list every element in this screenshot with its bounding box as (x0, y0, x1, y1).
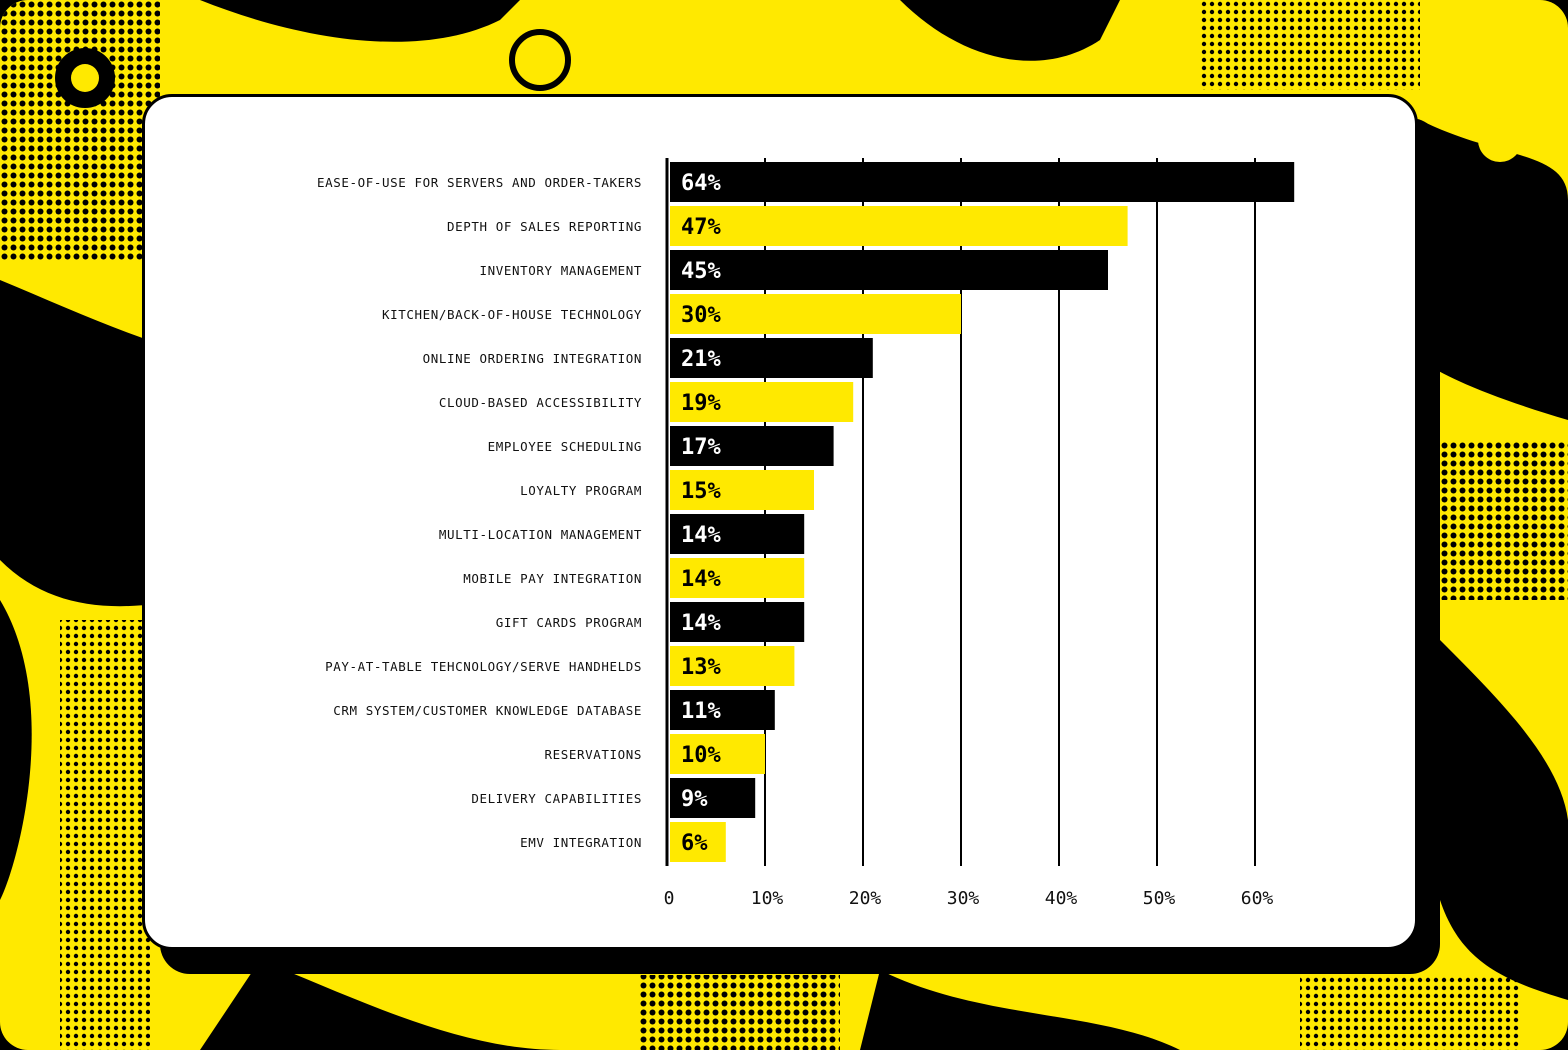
bar (670, 734, 765, 774)
bar (670, 646, 795, 686)
category-label: DEPTH OF SALES REPORTING (447, 219, 642, 234)
bar-value-label: 13% (681, 655, 721, 680)
x-tick-label: 0 (664, 888, 675, 909)
bar (670, 382, 854, 422)
bar (670, 294, 961, 334)
category-label: CLOUD-BASED ACCESSIBILITY (439, 395, 642, 410)
x-tick-label: 10% (751, 888, 784, 909)
category-label: PAY-AT-TABLE TEHCNOLOGY/SERVE HANDHELDS (325, 659, 642, 674)
category-label: INVENTORY MANAGEMENT (479, 263, 642, 278)
category-labels: EASE-OF-USE FOR SERVERS AND ORDER-TAKERS… (317, 175, 642, 850)
bar-value-label: 6% (681, 831, 708, 856)
bar-value-label: 14% (681, 611, 721, 636)
category-label: GIFT CARDS PROGRAM (496, 615, 642, 630)
bar (670, 162, 1295, 202)
bar (670, 690, 775, 730)
bar-value-label: 47% (681, 215, 721, 240)
category-label: MOBILE PAY INTEGRATION (463, 571, 642, 586)
x-axis-ticks: 0 10% 20% 30% 40% 50% 60% (664, 888, 1274, 909)
bars: 64% 47% 45% 30% 21% 19% 17% 15% 14% 14% 14% 13% 11% 1… (670, 162, 1295, 862)
bar (670, 602, 805, 642)
category-label: EASE-OF-USE FOR SERVERS AND ORDER-TAKERS (317, 175, 642, 190)
bar (670, 470, 814, 510)
bar-value-label: 11% (681, 699, 721, 724)
category-label: EMV INTEGRATION (520, 835, 642, 850)
category-label: ONLINE ORDERING INTEGRATION (423, 351, 642, 366)
bar-value-label: 45% (681, 259, 721, 284)
category-label: KITCHEN/BACK-OF-HOUSE TECHNOLOGY (382, 307, 642, 322)
bar-value-label: 17% (681, 435, 721, 460)
bar (670, 558, 805, 598)
bar-value-label: 30% (681, 303, 721, 328)
x-tick-label: 20% (849, 888, 882, 909)
x-tick-label: 60% (1241, 888, 1274, 909)
bar-value-label: 9% (681, 787, 708, 812)
bar (670, 778, 756, 818)
bar (670, 426, 834, 466)
category-label: RESERVATIONS (544, 747, 642, 762)
bar (670, 338, 873, 378)
bar (670, 250, 1108, 290)
x-tick-label: 30% (947, 888, 980, 909)
bar-value-label: 19% (681, 391, 721, 416)
bar (670, 514, 805, 554)
category-label: EMPLOYEE SCHEDULING (488, 439, 642, 454)
bar (670, 822, 726, 862)
bar (670, 206, 1128, 246)
bar-value-label: 10% (681, 743, 721, 768)
x-tick-label: 40% (1045, 888, 1078, 909)
bar-value-label: 14% (681, 567, 721, 592)
bar-value-label: 21% (681, 347, 721, 372)
bar-value-label: 15% (681, 479, 721, 504)
category-label: CRM SYSTEM/CUSTOMER KNOWLEDGE DATABASE (333, 703, 642, 718)
category-label: MULTI-LOCATION MANAGEMENT (439, 527, 642, 542)
category-label: LOYALTY PROGRAM (520, 483, 642, 498)
category-label: DELIVERY CAPABILITIES (471, 791, 642, 806)
x-tick-label: 50% (1143, 888, 1176, 909)
bar-value-label: 14% (681, 523, 721, 548)
bar-chart: 64% 47% 45% 30% 21% 19% 17% 15% 14% 14% 14% 13% 11% 1… (317, 158, 1295, 909)
bar-value-label: 64% (681, 171, 721, 196)
